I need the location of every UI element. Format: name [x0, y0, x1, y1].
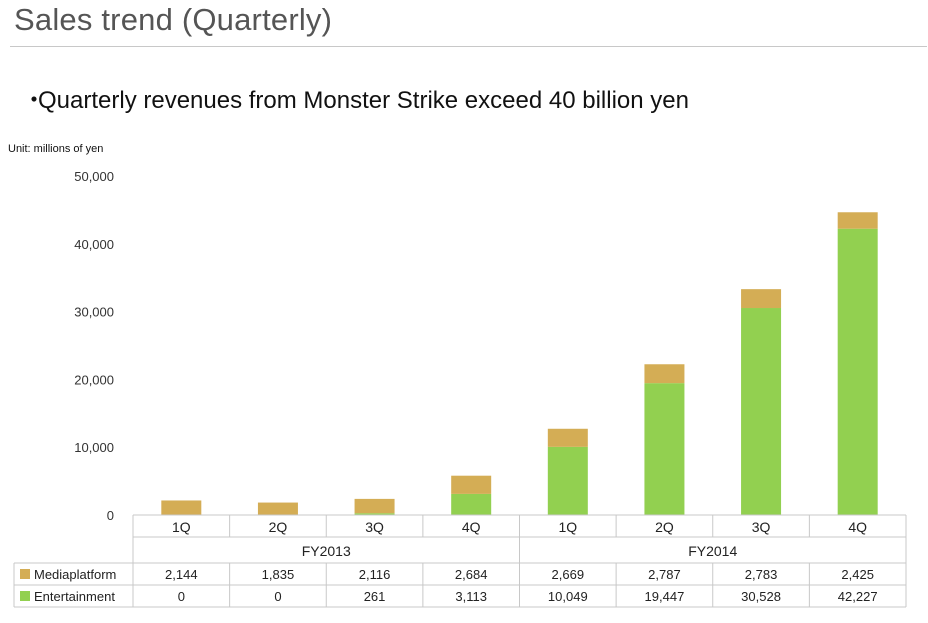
x-tick-label: 1Q — [558, 519, 577, 535]
x-tick-label: 3Q — [752, 519, 771, 535]
y-tick-label: 40,000 — [74, 237, 114, 252]
data-label-mediaplatform: 2,684 — [455, 567, 488, 582]
y-tick-label: 0 — [107, 508, 114, 523]
y-tick-label: 20,000 — [74, 372, 114, 387]
x-tick-label: 2Q — [655, 519, 674, 535]
bar-entertainment — [837, 228, 878, 516]
legend-swatch-mediaplatform — [20, 569, 30, 579]
headline-bullet: ・Quarterly revenues from Monster Strike … — [22, 80, 689, 115]
data-label-mediaplatform: 2,116 — [359, 567, 391, 582]
x-tick-label: 3Q — [365, 519, 384, 535]
data-label-entertainment: 0 — [178, 589, 185, 604]
data-label-entertainment: 10,049 — [548, 589, 588, 604]
bar-entertainment — [547, 446, 588, 515]
unit-label: Unit: millions of yen — [8, 143, 104, 155]
data-label-mediaplatform: 2,787 — [648, 567, 681, 582]
bar-mediaplatform — [837, 212, 878, 229]
bar-mediaplatform — [354, 498, 395, 514]
data-label-entertainment: 3,113 — [455, 589, 487, 604]
y-tick-label: 30,000 — [74, 305, 114, 320]
bar-mediaplatform — [257, 502, 298, 515]
y-tick-label: 50,000 — [74, 169, 114, 184]
bar-entertainment — [451, 493, 492, 515]
slide-title: Sales trend (Quarterly) — [14, 2, 333, 37]
group-label: FY2013 — [302, 543, 351, 559]
data-label-mediaplatform: 2,669 — [552, 567, 585, 582]
data-label-mediaplatform: 2,425 — [841, 567, 874, 582]
x-tick-label: 4Q — [848, 519, 867, 535]
legend-label-mediaplatform: Mediaplatform — [34, 567, 116, 582]
x-tick-label: 2Q — [269, 519, 288, 535]
data-label-mediaplatform: 1,835 — [262, 567, 295, 582]
bar-entertainment — [644, 383, 685, 515]
legend-label-entertainment: Entertainment — [34, 589, 115, 604]
legend-swatch-entertainment — [20, 591, 30, 601]
x-tick-label: 1Q — [172, 519, 191, 535]
data-label-entertainment: 261 — [364, 589, 386, 604]
data-label-entertainment: 19,447 — [645, 589, 685, 604]
bar-mediaplatform — [741, 289, 782, 309]
data-label-entertainment: 0 — [274, 589, 281, 604]
bar-mediaplatform — [644, 364, 685, 384]
group-label: FY2014 — [688, 543, 737, 559]
bar-entertainment — [354, 513, 395, 515]
data-label-mediaplatform: 2,144 — [165, 567, 198, 582]
title-divider — [10, 46, 927, 47]
headline-text: Quarterly revenues from Monster Strike e… — [38, 87, 689, 114]
data-label-entertainment: 30,528 — [741, 589, 781, 604]
bar-mediaplatform — [547, 428, 588, 447]
x-tick-label: 4Q — [462, 519, 481, 535]
bar-mediaplatform — [451, 475, 492, 494]
bar-mediaplatform — [161, 500, 202, 515]
bar-entertainment — [741, 308, 782, 515]
y-tick-label: 10,000 — [74, 440, 114, 455]
data-label-entertainment: 42,227 — [838, 589, 878, 604]
data-label-mediaplatform: 2,783 — [745, 567, 778, 582]
